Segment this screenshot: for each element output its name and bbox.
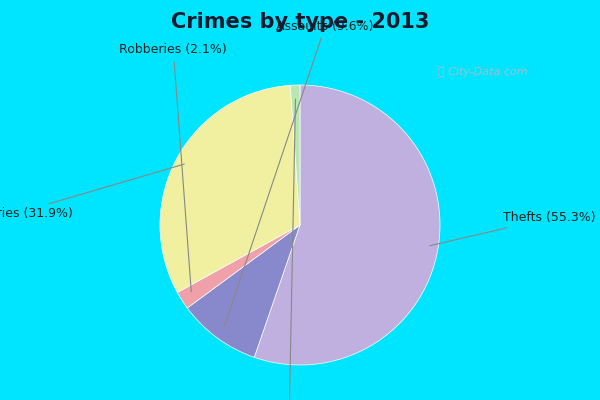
- Text: Robberies (2.1%): Robberies (2.1%): [119, 44, 227, 292]
- Text: Thefts (55.3%): Thefts (55.3%): [430, 212, 596, 246]
- Wedge shape: [254, 85, 440, 365]
- Wedge shape: [160, 85, 300, 292]
- Wedge shape: [290, 85, 300, 225]
- Wedge shape: [178, 225, 300, 308]
- Text: Crimes by type - 2013: Crimes by type - 2013: [171, 12, 429, 32]
- Text: Burglaries (31.9%): Burglaries (31.9%): [0, 164, 184, 220]
- Wedge shape: [187, 225, 300, 357]
- Text: Auto thefts (1.1%): Auto thefts (1.1%): [232, 99, 346, 400]
- Text: ⓘ City-Data.com: ⓘ City-Data.com: [438, 67, 527, 77]
- Text: Assaults (9.6%): Assaults (9.6%): [224, 20, 374, 326]
